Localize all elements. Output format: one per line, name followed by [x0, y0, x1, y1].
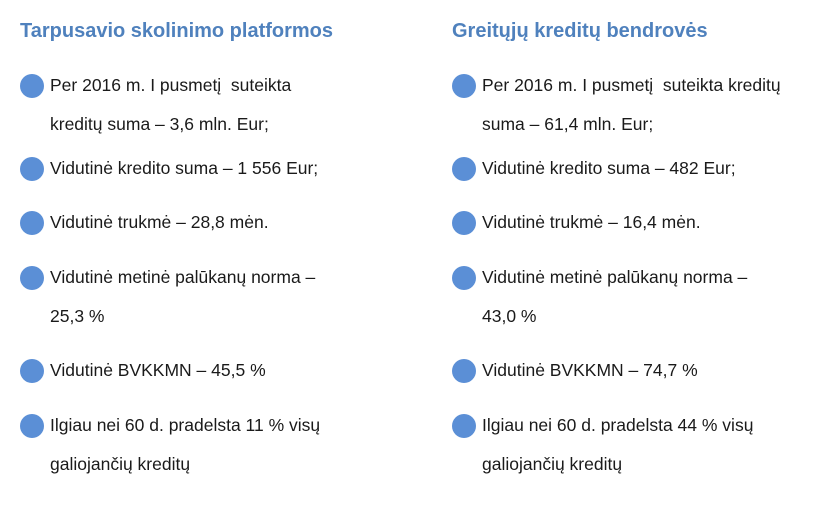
bullet-icon	[452, 359, 476, 383]
left-item-4-text: Vidutinė metinė palūkanų norma – 25,3 %	[50, 258, 315, 336]
line-1: Vidutinė kredito suma – 482 Eur;	[482, 158, 736, 178]
line-1: Vidutinė trukmė – 16,4 mėn.	[482, 212, 701, 232]
left-item-3-text: Vidutinė trukmė – 28,8 mėn.	[50, 203, 269, 242]
bullet-icon	[20, 359, 44, 383]
line-1: Vidutinė metinė palūkanų norma –	[482, 267, 748, 287]
line-2: galiojančių kreditų	[482, 454, 623, 474]
bullet-icon	[20, 74, 44, 98]
left-column-title: Tarpusavio skolinimo platformos	[20, 20, 334, 42]
bullet-icon	[20, 266, 44, 290]
bullet-icon	[20, 211, 44, 235]
right-item-2-text: Vidutinė kredito suma – 482 Eur;	[482, 149, 736, 188]
line-2: 25,3 %	[50, 306, 105, 326]
line-1: Vidutinė trukmė – 28,8 mėn.	[50, 212, 269, 232]
line-1: Per 2016 m. I pusmetį suteikta kreditų	[482, 75, 781, 95]
line-1: Vidutinė kredito suma – 1 556 Eur;	[50, 158, 319, 178]
line-1: Ilgiau nei 60 d. pradelsta 44 % visų	[482, 415, 754, 435]
bullet-icon	[20, 414, 44, 438]
left-item-5-text: Vidutinė BVKKMN – 45,5 %	[50, 351, 266, 390]
line-2: galiojančių kreditų	[50, 454, 191, 474]
right-item-3-text: Vidutinė trukmė – 16,4 mėn.	[482, 203, 701, 242]
right-item-6-text: Ilgiau nei 60 d. pradelsta 44 % visų gal…	[482, 406, 753, 484]
bullet-icon	[452, 414, 476, 438]
left-item-1-text: Per 2016 m. I pusmetį suteikta kreditų s…	[50, 66, 291, 144]
bullet-icon	[452, 211, 476, 235]
right-item-1-text: Per 2016 m. I pusmetį suteikta kreditų s…	[482, 66, 781, 144]
line-1: Vidutinė BVKKMN – 45,5 %	[50, 360, 266, 380]
bullet-icon	[452, 157, 476, 181]
line-1: Vidutinė metinė palūkanų norma –	[50, 267, 316, 287]
left-item-6-text: Ilgiau nei 60 d. pradelsta 11 % visų gal…	[50, 406, 320, 484]
left-item-2-text: Vidutinė kredito suma – 1 556 Eur;	[50, 149, 318, 188]
line-2: kreditų suma – 3,6 mln. Eur;	[50, 114, 269, 134]
bullet-icon	[452, 74, 476, 98]
right-item-4-text: Vidutinė metinė palūkanų norma – 43,0 %	[482, 258, 747, 336]
bullet-icon	[20, 157, 44, 181]
line-1: Ilgiau nei 60 d. pradelsta 11 % visų	[50, 415, 321, 435]
line-1: Vidutinė BVKKMN – 74,7 %	[482, 360, 698, 380]
right-item-5-text: Vidutinė BVKKMN – 74,7 %	[482, 351, 698, 390]
bullet-icon	[452, 266, 476, 290]
line-1: Per 2016 m. I pusmetį suteikta	[50, 75, 292, 95]
right-column-title: Greitųjų kreditų bendrovės	[452, 20, 708, 42]
line-2: suma – 61,4 mln. Eur;	[482, 114, 654, 134]
line-2: 43,0 %	[482, 306, 537, 326]
